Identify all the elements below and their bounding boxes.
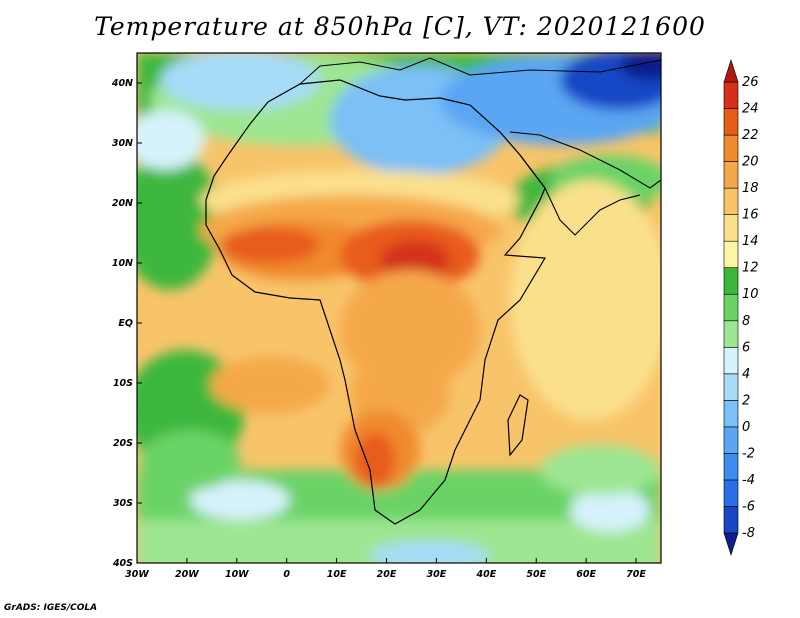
colorbar-label: 8 [742,314,750,329]
lat-tick-label: 30N [112,138,133,149]
colorbar-bin [723,426,739,454]
lon-tick-label: 30E [427,569,447,580]
colorbar-label: 22 [742,128,759,143]
colorbar-label: 16 [742,208,759,223]
colorbar-bin [723,346,739,375]
lat-tick-label: 30S [113,498,133,509]
colorbar-bin [723,479,739,507]
colorbar-label: 26 [742,75,759,90]
lon-tick-label: 10E [327,569,347,580]
colorbar-label: -8 [742,526,755,541]
colorbar-min-arrow [723,532,739,556]
colorbar-label: 20 [742,155,759,170]
colorbar-label: 6 [742,340,750,355]
lon-tick-label: 10W [225,569,249,580]
colorbar-label: -6 [742,499,755,514]
lon-tick-label: 70E [626,569,646,580]
lat-tick-label: 40S [112,558,133,569]
colorbar-bin [723,506,739,534]
latitude-axis: 40N 30N 20N 10N EQ 10S 20S 30S 40S [111,78,142,569]
colorbar-bin [723,81,739,109]
colorbar-label: 10 [742,287,759,302]
colorbar-bin [723,187,739,215]
lon-tick-label: 60E [576,569,596,580]
lat-tick-label: 10S [113,378,133,389]
colorbar-bin [723,267,739,295]
coastlines [205,57,661,525]
lat-tick-label: 20N [112,198,133,209]
lat-tick-label: 40N [111,78,133,89]
colorbar-max-arrow [723,59,739,83]
colorbar-label: 4 [742,367,750,382]
colorbar-bin [723,134,739,162]
colorbar-label: -4 [742,473,755,488]
colorbar-bin [723,108,739,136]
colorbar-bin [723,240,739,269]
colorbar-bin [723,373,739,401]
lon-tick-label: 50E [526,569,546,580]
colorbar-label: 0 [742,420,750,435]
colorbar-label: -2 [742,446,755,461]
colorbar-bin [723,320,739,348]
footer-credit: GrADS: IGES/COLA [4,603,98,613]
colorbar-bin [723,293,739,322]
lon-tick-label: 20E [377,569,397,580]
colorbar-label: 12 [742,261,759,276]
lat-tick-label: EQ [118,318,133,329]
lat-tick-label: 20S [113,438,133,449]
colorbar-label: 24 [742,102,759,117]
temperature-field [137,53,661,563]
colorbar-bin [723,214,739,242]
colorbar-label: 18 [742,181,759,196]
lon-tick-label: 20W [175,569,199,580]
longitude-axis: 30W 20W 10W 0 10E 20E 30E 40E 50E 60E 70E [125,558,646,580]
colorbar-bin [723,400,739,428]
colorbar-label: 14 [742,234,759,249]
colorbar-bin [723,453,739,481]
lon-tick-label: 0 [283,569,290,580]
map-frame [136,52,662,564]
colorbar-bin [723,161,739,189]
colorbar-label: 2 [742,393,750,408]
lat-tick-label: 10N [112,258,133,269]
lon-tick-label: 40E [475,569,496,580]
lon-tick-label: 30W [125,569,149,580]
map-title: Temperature at 850hPa [C], VT: 202012160… [94,12,706,41]
